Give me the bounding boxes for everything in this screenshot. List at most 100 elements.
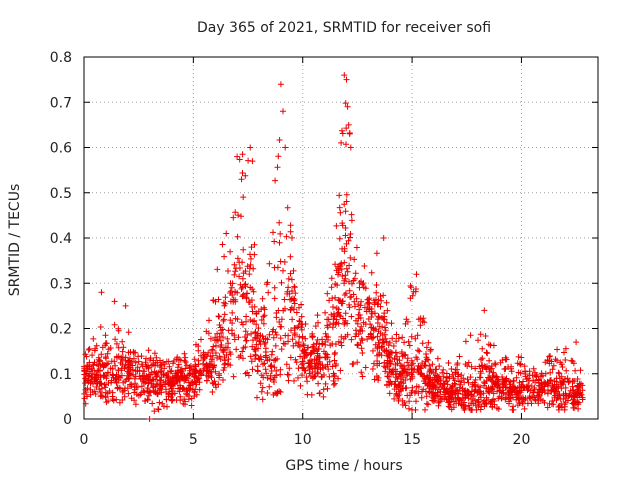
data-point: [249, 158, 256, 165]
data-point: [322, 309, 329, 316]
data-point: [452, 388, 459, 395]
data-point: [248, 358, 255, 365]
data-point: [125, 349, 132, 356]
data-point: [97, 324, 104, 330]
data-point: [538, 370, 545, 377]
data-point: [164, 403, 170, 410]
data-point: [386, 348, 392, 355]
data-point: [151, 368, 158, 375]
data-point: [224, 344, 231, 351]
data-point: [285, 377, 292, 384]
data-point: [276, 219, 283, 226]
y-tick-label: 0.1: [50, 367, 72, 383]
data-point: [237, 352, 244, 359]
data-point: [234, 233, 241, 240]
data-point: [555, 369, 562, 376]
data-point: [271, 284, 278, 291]
data-point: [173, 378, 180, 385]
data-point: [492, 361, 499, 368]
data-point: [281, 296, 288, 303]
data-point: [221, 311, 228, 318]
data-point: [105, 360, 112, 367]
data-point: [510, 383, 517, 390]
data-point: [251, 251, 258, 258]
data-point: [246, 271, 253, 278]
data-point: [339, 222, 346, 229]
data-point: [571, 397, 578, 404]
data-point: [104, 390, 111, 397]
data-point: [82, 375, 89, 382]
data-point: [268, 351, 275, 358]
data-point: [326, 297, 333, 304]
data-point: [132, 359, 139, 366]
data-point: [158, 368, 165, 374]
data-point: [236, 156, 243, 163]
data-point: [374, 333, 381, 340]
data-point: [216, 353, 223, 360]
data-point: [510, 377, 517, 384]
data-point: [283, 233, 290, 240]
data-point: [368, 333, 375, 340]
data-point: [321, 348, 327, 355]
x-tick-label: 15: [403, 432, 421, 448]
data-point: [499, 381, 506, 388]
data-point: [506, 400, 512, 407]
data-point: [554, 346, 561, 353]
data-point: [293, 309, 300, 316]
data-point: [364, 336, 371, 343]
data-point: [406, 342, 413, 349]
data-point: [430, 386, 437, 393]
data-point: [215, 381, 222, 388]
data-point: [254, 368, 261, 375]
data-point: [480, 398, 487, 405]
data-point: [446, 404, 453, 411]
data-point: [113, 380, 120, 386]
data-point: [238, 176, 245, 183]
data-point: [259, 295, 266, 302]
data-point: [273, 310, 280, 316]
data-point: [163, 396, 170, 403]
data-point: [312, 363, 319, 369]
data-point: [280, 340, 287, 347]
data-point: [314, 336, 321, 343]
data-point: [153, 373, 160, 380]
data-point: [544, 357, 551, 364]
data-point: [240, 194, 247, 201]
data-point: [495, 406, 502, 412]
data-point: [193, 381, 200, 388]
data-point: [413, 388, 420, 395]
data-point: [383, 299, 390, 306]
data-point: [375, 374, 382, 381]
data-point: [513, 388, 520, 395]
data-point: [338, 139, 345, 146]
data-point: [315, 380, 322, 387]
data-point: [82, 400, 89, 407]
data-point: [451, 398, 457, 405]
y-tick-label: 0.4: [50, 231, 72, 247]
data-point: [561, 401, 568, 408]
data-point: [557, 395, 564, 402]
data-point: [203, 377, 210, 384]
data-point: [97, 374, 104, 381]
data-point: [318, 373, 325, 380]
data-point: [251, 317, 258, 324]
data-point: [312, 373, 319, 380]
data-point: [554, 395, 560, 401]
data-point: [425, 380, 432, 387]
data-point: [415, 369, 422, 376]
data-point: [242, 344, 249, 350]
data-point: [239, 170, 246, 176]
data-point: [556, 375, 563, 382]
data-point: [369, 310, 376, 317]
data-point: [449, 385, 456, 392]
data-point: [214, 266, 221, 273]
data-point: [180, 400, 187, 407]
data-point: [314, 369, 321, 376]
data-point: [393, 374, 400, 381]
data-point: [195, 347, 202, 354]
data-point: [551, 394, 558, 401]
data-point: [276, 319, 283, 325]
data-point: [105, 398, 112, 404]
data-point: [160, 371, 167, 378]
data-point: [320, 393, 327, 400]
